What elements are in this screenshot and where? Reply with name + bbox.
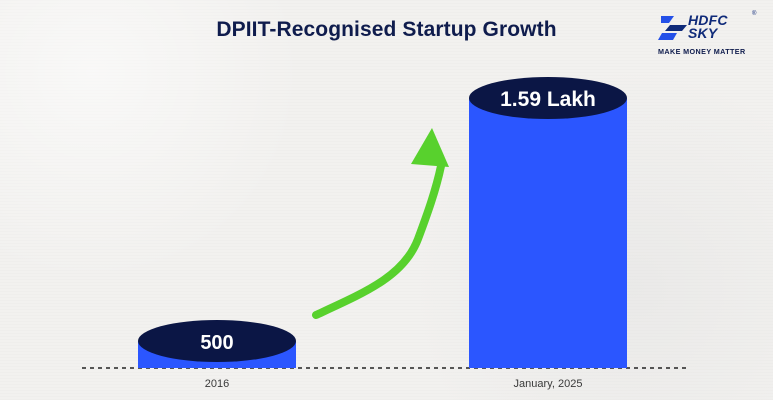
registered-mark: ® xyxy=(752,11,757,17)
brand-logo: HDFC SKY ® MAKE MONEY MATTER xyxy=(658,10,768,58)
brand-name: HDFC SKY xyxy=(688,12,728,41)
growth-arrow-head xyxy=(411,128,449,167)
x-tick-label: 2016 xyxy=(205,378,229,390)
growth-arrow xyxy=(312,128,449,319)
bar-top-cap xyxy=(469,77,627,119)
bar-1: 1.59 Lakh January, 2025 xyxy=(469,77,627,390)
hdfc-sky-logo-icon xyxy=(658,16,687,40)
data-label: 1.59 Lakh xyxy=(500,88,596,111)
bar-body xyxy=(469,98,627,368)
bar-top-cap xyxy=(138,320,296,362)
x-tick-label: January, 2025 xyxy=(514,378,583,390)
chart-title: DPIIT-Recognised Startup Growth xyxy=(216,18,557,41)
data-label: 500 xyxy=(200,332,233,354)
growth-arrow-shaft xyxy=(312,162,445,319)
bar-0: 500 2016 xyxy=(138,320,296,390)
brand-tagline: MAKE MONEY MATTER xyxy=(658,47,746,56)
